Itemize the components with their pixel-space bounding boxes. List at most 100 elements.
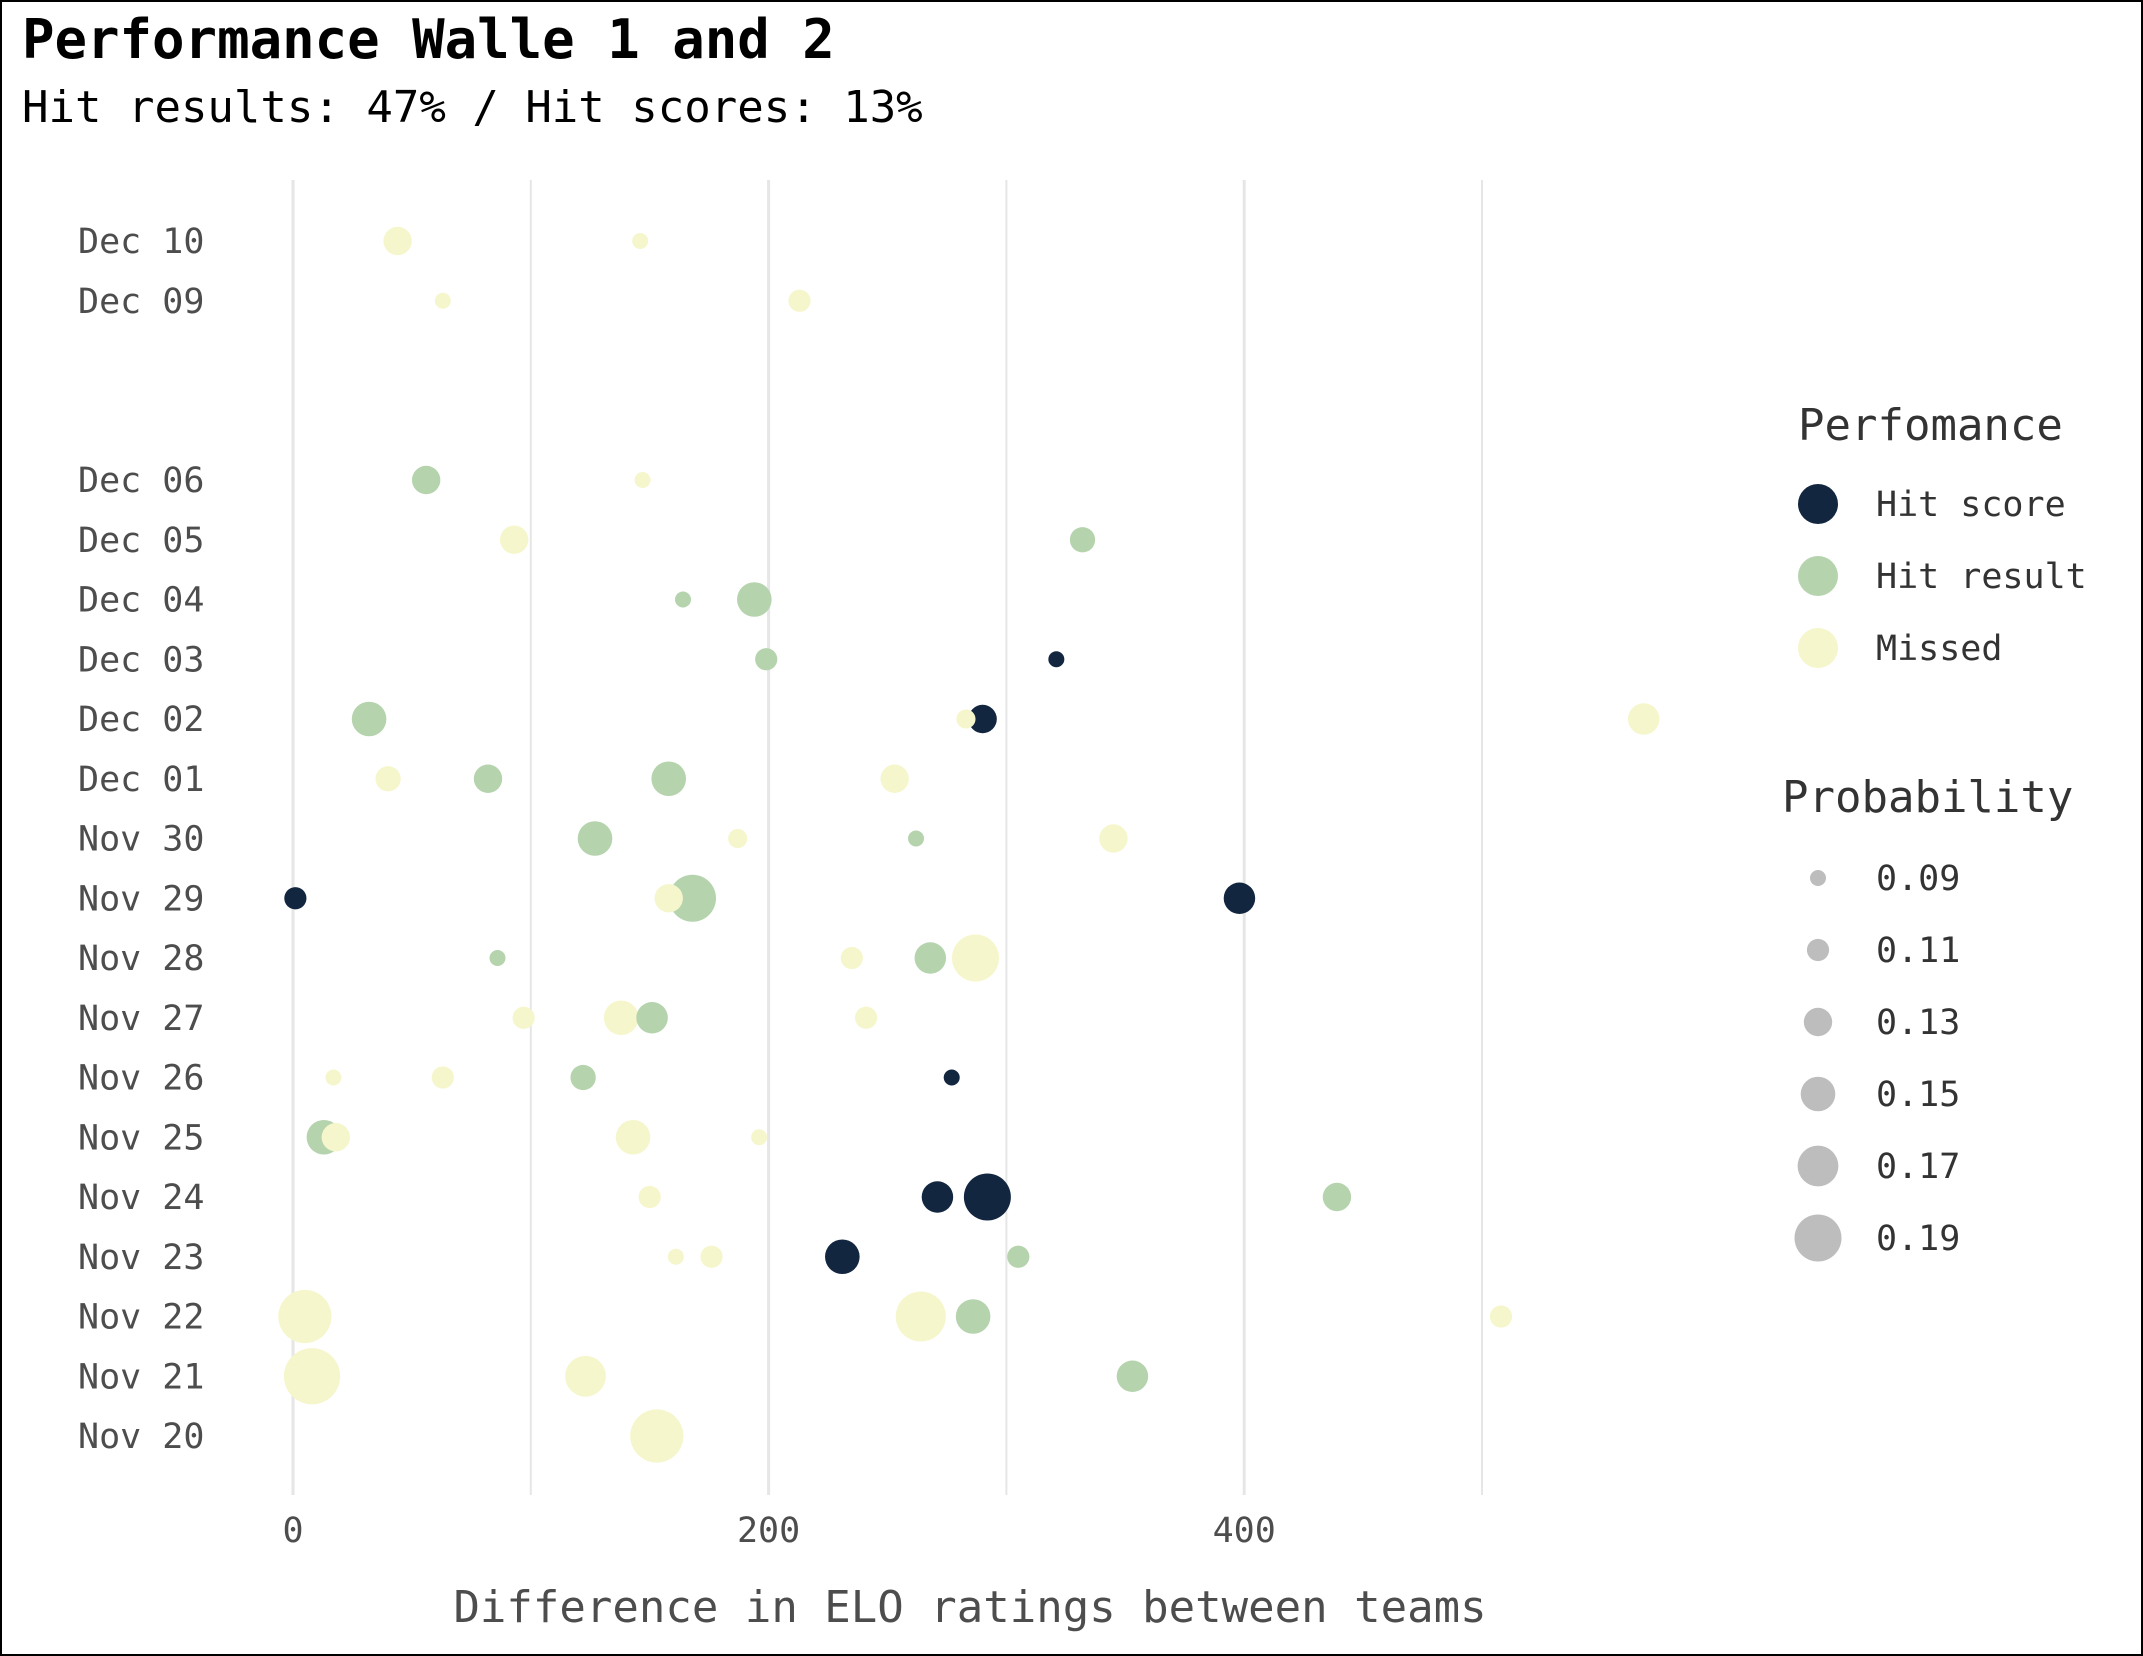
- y-tick-label-dec-09: Dec 09: [78, 282, 204, 322]
- y-tick-label-dec-01: Dec 01: [78, 760, 204, 800]
- point-dec-02-hit-result-12: [351, 701, 387, 737]
- data-points: [278, 226, 1660, 1463]
- y-tick-label-dec-10: Dec 10: [78, 222, 204, 262]
- point-nov-25-missed-42: [615, 1119, 651, 1155]
- point-nov-28-missed-29: [840, 946, 863, 970]
- point-dec-06-missed-5: [634, 472, 651, 488]
- size-legend-label-1: 0.11: [1876, 931, 1960, 971]
- y-tick-label-nov-26: Nov 26: [78, 1059, 204, 1099]
- point-dec-01-missed-16: [375, 766, 401, 792]
- chart-subtitle: Hit results: 47% / Hit scores: 13%: [22, 82, 923, 133]
- point-nov-21-missed-57: [565, 1355, 606, 1397]
- point-dec-02-missed-15: [1627, 703, 1660, 735]
- point-nov-23-hit-score-50: [825, 1239, 860, 1275]
- y-tick-label-dec-02: Dec 02: [78, 700, 204, 740]
- point-nov-26-missed-37: [431, 1066, 454, 1089]
- y-axis-tick-labels: Nov 20 Nov 21 Nov 22 Nov 23 Nov 24 Nov 25 Nov …: [78, 222, 204, 1457]
- point-nov-27-missed-35: [854, 1006, 878, 1029]
- point-nov-23-missed-48: [667, 1248, 684, 1265]
- point-nov-22-missed-53: [895, 1291, 946, 1342]
- size-legend-label-3: 0.15: [1876, 1075, 1960, 1115]
- point-dec-10-missed-0: [383, 226, 412, 256]
- size-legend-label-2: 0.13: [1876, 1003, 1960, 1043]
- point-nov-26-hit-score-39: [943, 1069, 960, 1086]
- y-tick-label-dec-04: Dec 04: [78, 581, 204, 621]
- point-dec-06-hit-result-4: [411, 465, 441, 495]
- point-dec-02-missed-14: [956, 709, 976, 729]
- size-legend-circle-2: [1803, 1007, 1833, 1037]
- point-nov-29-hit-score-24: [284, 887, 307, 910]
- point-nov-26-hit-result-38: [570, 1064, 596, 1091]
- point-nov-30-hit-result-22: [908, 830, 925, 847]
- size-legend-label-5: 0.19: [1876, 1219, 1960, 1259]
- legend-label-hit-result: Hit result: [1876, 557, 2087, 597]
- size-legend-circle-3: [1800, 1076, 1836, 1112]
- point-nov-28-hit-result-28: [489, 950, 506, 966]
- point-nov-22-hit-result-54: [955, 1299, 991, 1334]
- y-tick-label-nov-27: Nov 27: [78, 999, 204, 1039]
- size-legend-label-4: 0.17: [1876, 1147, 1960, 1187]
- point-nov-23-hit-result-51: [1007, 1245, 1030, 1268]
- point-nov-24-hit-result-47: [1322, 1182, 1352, 1212]
- y-tick-label-nov-30: Nov 30: [78, 820, 204, 860]
- point-nov-26-missed-36: [325, 1069, 342, 1086]
- size-legend-label-0: 0.09: [1876, 859, 1960, 899]
- point-nov-27-missed-32: [512, 1006, 535, 1029]
- size-legend: Probability 0.09 0.11 0.13 0.15 0.17 0.19: [1782, 772, 2073, 1262]
- y-tick-label-nov-24: Nov 24: [78, 1178, 204, 1218]
- point-dec-02-hit-score-13: [968, 704, 997, 734]
- point-dec-09-missed-3: [788, 289, 811, 312]
- y-tick-label-nov-22: Nov 22: [78, 1298, 204, 1338]
- point-nov-22-missed-52: [278, 1289, 332, 1344]
- point-dec-04-hit-result-8: [674, 591, 691, 608]
- color-legend-title: Perfomance: [1798, 400, 2063, 451]
- point-nov-29-hit-score-27: [1223, 882, 1256, 914]
- grid-lines: [291, 180, 1483, 1495]
- x-tick-label-0: 0: [282, 1511, 303, 1551]
- point-nov-22-missed-55: [1489, 1305, 1513, 1328]
- point-dec-01-hit-result-18: [651, 761, 687, 797]
- point-nov-29-missed-26: [654, 884, 683, 913]
- point-dec-09-missed-2: [434, 292, 451, 309]
- legend-swatch-hit-result: [1798, 556, 1838, 596]
- point-nov-30-hit-result-20: [577, 821, 613, 856]
- point-nov-27-hit-result-34: [636, 1002, 668, 1034]
- legend-swatch-missed: [1798, 628, 1838, 668]
- color-legend: Perfomance Hit score Hit result Missed: [1798, 400, 2087, 669]
- point-nov-23-missed-49: [700, 1245, 723, 1268]
- point-dec-10-missed-1: [632, 233, 649, 249]
- point-nov-29-hit-result-25: [669, 874, 717, 922]
- point-dec-01-missed-19: [880, 764, 909, 793]
- point-nov-24-hit-score-45: [921, 1181, 954, 1213]
- point-nov-21-missed-56: [283, 1348, 341, 1405]
- size-legend-circle-0: [1810, 870, 1826, 886]
- y-tick-label-dec-05: Dec 05: [78, 521, 204, 561]
- y-tick-label-nov-25: Nov 25: [78, 1118, 204, 1158]
- chart-title: Performance Walle 1 and 2: [22, 8, 835, 71]
- point-nov-28-hit-result-30: [914, 942, 947, 974]
- point-nov-24-missed-44: [638, 1185, 661, 1209]
- point-nov-25-missed-43: [751, 1129, 768, 1146]
- x-tick-label-200: 200: [737, 1511, 800, 1551]
- y-tick-label-nov-23: Nov 23: [78, 1238, 204, 1278]
- legend-swatch-hit-score: [1798, 484, 1838, 524]
- size-legend-circle-4: [1797, 1145, 1839, 1187]
- y-tick-label-dec-03: Dec 03: [78, 640, 204, 680]
- point-dec-05-missed-6: [499, 525, 529, 554]
- size-legend-title: Probability: [1782, 772, 2073, 823]
- legend-label-hit-score: Hit score: [1876, 485, 2066, 525]
- y-tick-label-nov-28: Nov 28: [78, 939, 204, 979]
- point-dec-04-hit-result-9: [737, 582, 772, 617]
- x-axis-tick-labels: 0 200 400: [282, 1511, 1275, 1551]
- point-dec-01-hit-result-17: [473, 764, 503, 793]
- x-axis-title: Difference in ELO ratings between teams: [453, 1582, 1486, 1633]
- point-nov-28-missed-31: [951, 934, 999, 982]
- legend-label-missed: Missed: [1876, 629, 2002, 669]
- point-nov-30-missed-21: [728, 828, 748, 849]
- size-legend-circle-5: [1794, 1214, 1842, 1262]
- size-legend-circle-1: [1806, 938, 1830, 962]
- y-tick-label-nov-21: Nov 21: [78, 1357, 204, 1397]
- point-dec-05-hit-result-7: [1069, 527, 1096, 553]
